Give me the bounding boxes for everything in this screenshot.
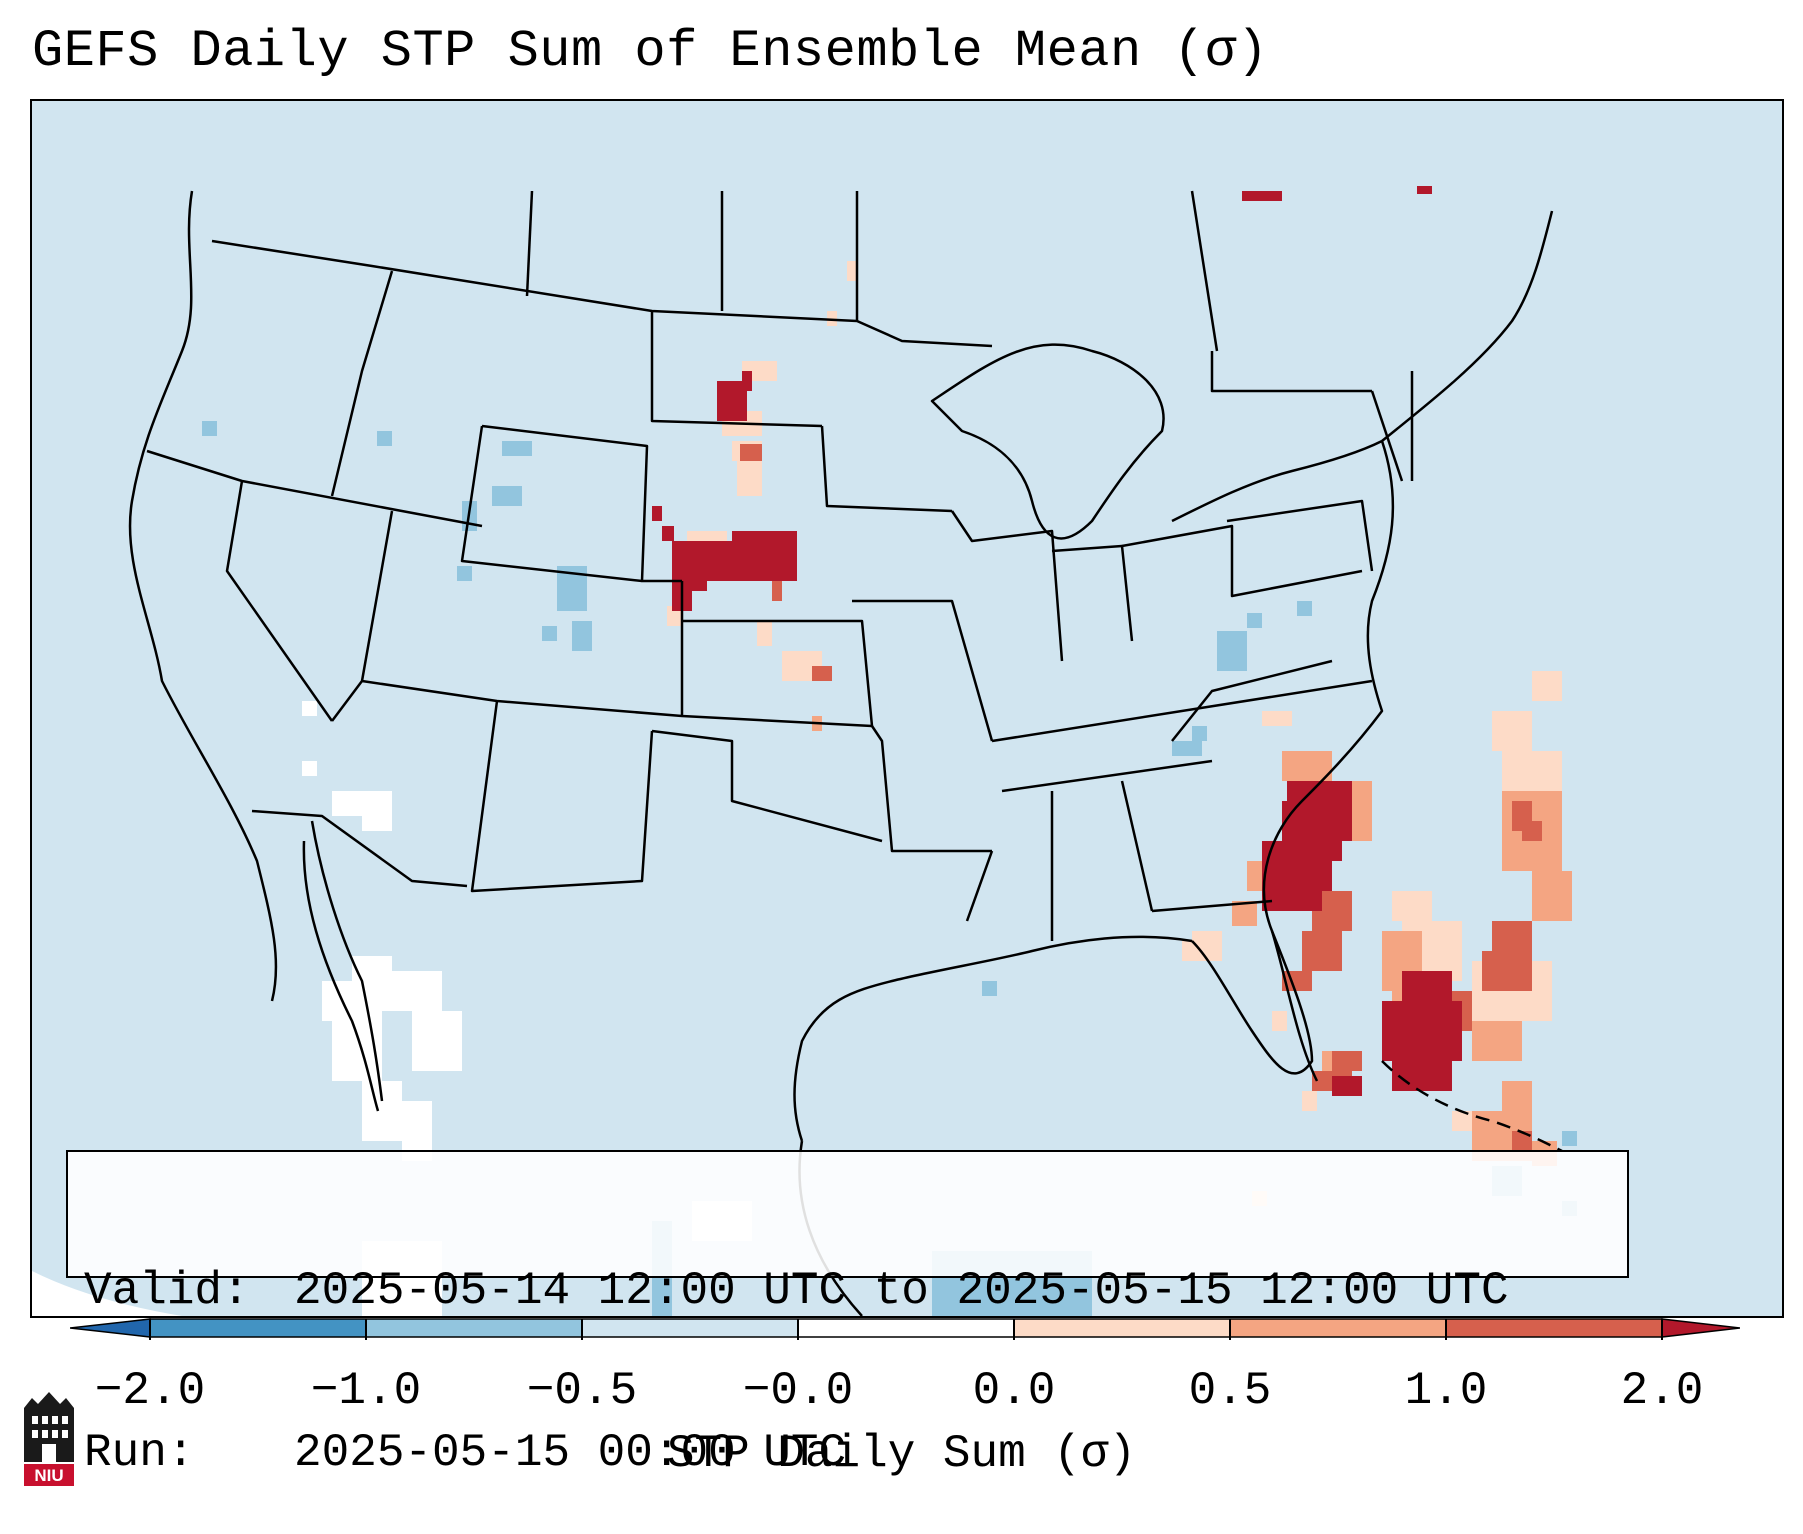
colorbar-tick: 0.5 [1188, 1365, 1272, 1417]
colorbar-bin-4 [1014, 1319, 1230, 1337]
run-value: 2025-05-15 00:00 UTC [294, 1427, 847, 1479]
colorbar-bin-1 [150, 1319, 366, 1337]
colorbar-bin-2 [366, 1319, 582, 1337]
colorbar-extend-low [70, 1318, 151, 1338]
colorbar-bin-3 [582, 1319, 798, 1337]
boundaries [128, 190, 1563, 1316]
colorbar-tick: 1.0 [1404, 1365, 1488, 1417]
colorbar-tick: −0.5 [526, 1365, 638, 1417]
colorbar-bin-5 [1230, 1319, 1446, 1337]
colorbar-bin-6 [1446, 1319, 1662, 1337]
svg-text:NIU: NIU [34, 1466, 63, 1485]
map-canvas [32, 101, 1782, 1316]
colorbar [70, 1318, 1740, 1340]
valid-label: Valid: [84, 1265, 250, 1317]
colorbar-bin-neutral [798, 1319, 1014, 1337]
colorbar-extend-high [1661, 1318, 1740, 1338]
chart-title: GEFS Daily STP Sum of Ensemble Mean (σ) [32, 22, 1269, 81]
positive-cells-extreme [652, 186, 1462, 1096]
valid-row: Valid: 2025-05-14 12:00 UTC to 2025-05-15… [84, 1264, 1627, 1318]
map-panel [30, 99, 1784, 1318]
valid-value: 2025-05-14 12:00 UTC to 2025-05-15 12:00… [294, 1265, 1509, 1317]
run-row: Run: 2025-05-15 00:00 UTC [84, 1426, 1627, 1480]
colorbar-tick: 0.0 [972, 1365, 1056, 1417]
valid-run-info-box: Valid: 2025-05-14 12:00 UTC to 2025-05-15… [66, 1150, 1629, 1479]
colorbar-label: STP Daily Sum (σ) [666, 1428, 1137, 1480]
niu-logo-icon: NIU [24, 1392, 74, 1486]
run-label: Run: [84, 1427, 195, 1479]
neutral-cells [302, 701, 752, 1316]
colorbar-tick: −2.0 [94, 1365, 206, 1417]
colorbar-tick: −0.0 [742, 1365, 854, 1417]
map-background [32, 101, 1782, 1316]
colorbar-tick: 2.0 [1620, 1365, 1704, 1417]
colorbar-tick: −1.0 [310, 1365, 422, 1417]
